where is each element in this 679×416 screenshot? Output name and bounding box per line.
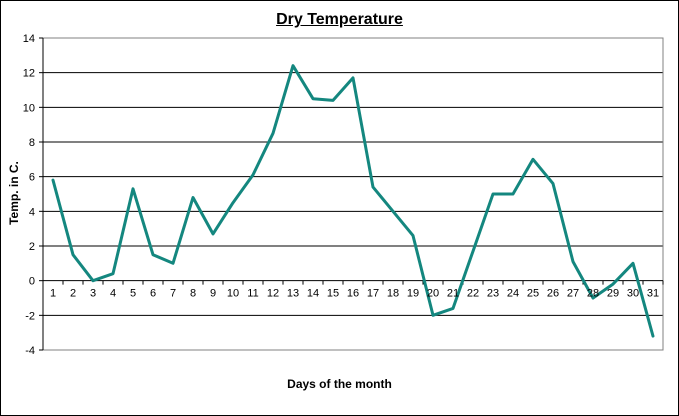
data-point <box>372 186 375 189</box>
data-point <box>432 314 435 317</box>
y-tick-label: 8 <box>29 137 35 149</box>
x-tick-label: 21 <box>447 288 459 300</box>
x-tick-label: 14 <box>307 288 319 300</box>
data-point <box>532 158 535 161</box>
x-tick-label: 7 <box>170 288 176 300</box>
x-tick-label: 20 <box>427 288 439 300</box>
data-point <box>332 99 335 102</box>
x-tick-label: 30 <box>627 288 639 300</box>
x-tick-label: 9 <box>210 288 216 300</box>
y-tick-label: 0 <box>29 276 35 288</box>
y-tick-label: 12 <box>23 68 35 80</box>
data-point <box>112 272 115 275</box>
data-point <box>72 253 75 256</box>
x-tick-label: 11 <box>247 288 258 300</box>
data-point <box>152 253 155 256</box>
series-line <box>51 64 655 338</box>
data-point <box>312 97 315 100</box>
data-point <box>252 173 255 176</box>
data-point <box>632 262 635 265</box>
data-point <box>132 187 135 190</box>
x-tick-label: 27 <box>567 288 579 300</box>
x-tick-label: 17 <box>367 288 379 300</box>
x-tick-label: 4 <box>110 288 116 300</box>
data-point <box>392 210 395 213</box>
x-tick-label: 2 <box>70 288 76 300</box>
x-tick-label: 29 <box>607 288 619 300</box>
y-tick-label: 14 <box>23 33 35 45</box>
x-tick-label: 19 <box>407 288 419 300</box>
x-tick-label: 12 <box>267 288 279 300</box>
data-point <box>472 250 475 253</box>
x-tick-label: 8 <box>190 288 196 300</box>
x-tick-label: 5 <box>130 288 136 300</box>
data-point <box>612 283 615 286</box>
data-point <box>412 234 415 237</box>
data-point <box>92 279 95 282</box>
x-tick-label: 24 <box>507 288 519 300</box>
data-point <box>552 182 555 185</box>
data-point <box>572 260 575 263</box>
axes <box>39 37 664 351</box>
data-point <box>172 262 175 265</box>
data-point <box>272 132 275 135</box>
data-point <box>352 76 355 79</box>
x-tick-label: 3 <box>90 288 96 300</box>
x-tick-label: 15 <box>327 288 339 300</box>
x-axis-title: Days of the month <box>287 377 392 391</box>
data-point <box>292 64 295 67</box>
x-tick-label: 28 <box>587 288 599 300</box>
x-tick-label: 16 <box>347 288 359 300</box>
data-point <box>512 193 515 196</box>
chart-title: Dry Temperature <box>276 11 403 28</box>
x-tick-label: 22 <box>467 288 479 300</box>
data-point <box>452 307 455 310</box>
data-point <box>52 179 55 182</box>
data-point <box>232 201 235 204</box>
x-tick-label: 10 <box>227 288 239 300</box>
x-tick-label: 1 <box>50 288 56 300</box>
y-tick-label: -2 <box>25 310 35 322</box>
x-tick-label: 23 <box>487 288 499 300</box>
x-tick-label: 13 <box>287 288 299 300</box>
x-tick-labels: 1 2 3 4 5 6 7 8 9 10 11 12 13 14 15 16 17 18 19 20 21 22 23 24 2… <box>50 288 659 300</box>
y-tick-label: -4 <box>25 345 35 357</box>
x-tick-label: 31 <box>647 288 659 300</box>
x-tick-label: 18 <box>387 288 399 300</box>
y-tick-label: 6 <box>29 172 35 184</box>
data-point <box>192 196 195 199</box>
x-tick-label: 6 <box>150 288 156 300</box>
y-tick-label: 4 <box>29 206 35 218</box>
data-point <box>492 193 495 196</box>
series-layer <box>51 64 655 338</box>
y-tick-labels: 14 12 10 8 6 4 2 0 -2 -4 <box>23 33 35 357</box>
x-tick-label: 26 <box>547 288 559 300</box>
y-tick-label: 2 <box>29 241 35 253</box>
data-point <box>212 232 215 235</box>
data-point <box>652 335 655 338</box>
x-tick-label: 25 <box>527 288 539 300</box>
y-tick-label: 10 <box>23 102 35 114</box>
